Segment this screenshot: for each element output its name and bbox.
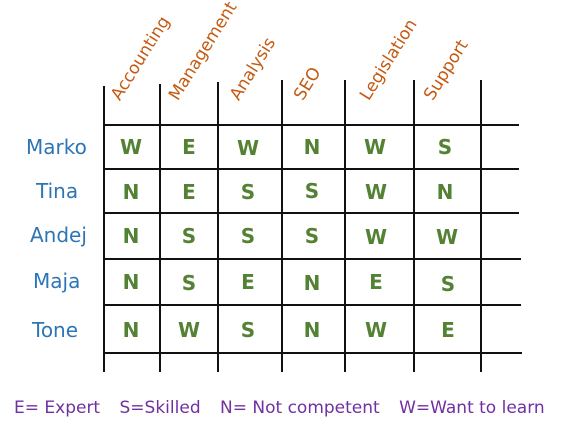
matrix-cell: N [122, 270, 140, 294]
legend-want-to-learn: W=Want to learn [399, 398, 545, 418]
grid-line-h1 [104, 124, 519, 126]
matrix-cell: S [240, 318, 256, 342]
employee-name-andej: Andej [30, 223, 87, 247]
employee-name-tone: Tone [32, 318, 79, 342]
matrix-cell: N [303, 318, 321, 342]
grid-line-h5 [104, 304, 521, 306]
grid-line-v4 [281, 80, 283, 372]
matrix-cell: N [436, 180, 454, 204]
grid-line-h6 [104, 352, 522, 354]
matrix-cell: S [440, 272, 456, 296]
matrix-cell: E [182, 180, 196, 204]
legend-skilled: S=Skilled [119, 398, 201, 418]
legend-expert: E= Expert [14, 398, 101, 418]
grid-line-v5 [344, 80, 346, 372]
matrix-cell: E [241, 270, 255, 294]
matrix-cell: W [236, 136, 260, 160]
employee-name-tina: Tina [36, 179, 79, 203]
matrix-cell: S [304, 224, 320, 248]
grid-line-v2 [159, 84, 161, 372]
skill-header-accounting: Accounting [107, 12, 175, 105]
matrix-cell: S [304, 179, 320, 203]
matrix-cell: N [303, 271, 321, 295]
matrix-cell: W [177, 318, 201, 342]
matrix-cell: N [303, 135, 321, 159]
grid-line-h2 [104, 168, 519, 170]
matrix-cell: E [182, 135, 196, 159]
grid-line-h3 [104, 212, 519, 214]
matrix-cell: W [119, 135, 143, 159]
skill-header-support: Support [420, 36, 473, 104]
matrix-cell: E [369, 270, 383, 294]
matrix-cell: W [364, 180, 388, 204]
matrix-cell: S [437, 135, 453, 159]
matrix-cell: W [435, 225, 459, 249]
skill-header-analysis: Analysis [226, 33, 281, 104]
matrix-cell: W [364, 318, 388, 342]
employee-name-marko: Marko [26, 135, 87, 159]
skill-header-seo: SEO [290, 63, 326, 104]
matrix-cell: N [122, 224, 140, 248]
matrix-cell: W [364, 225, 388, 249]
grid-line-v3 [217, 82, 219, 372]
matrix-cell: S [240, 224, 256, 248]
matrix-cell: N [122, 318, 140, 342]
legend: E= Expert S=Skilled N= Not competent W=W… [14, 398, 559, 418]
matrix-cell: E [441, 318, 455, 342]
matrix-cell: S [181, 224, 197, 248]
matrix-cell: S [181, 271, 197, 295]
legend-not-competent: N= Not competent [220, 398, 380, 418]
grid-line-h4 [104, 258, 521, 260]
matrix-cell: W [363, 135, 387, 159]
grid-line-v6 [413, 80, 415, 372]
matrix-cell: N [122, 180, 140, 204]
employee-name-maja: Maja [33, 269, 81, 293]
matrix-cell: S [240, 180, 256, 204]
skill-header-legislation: Legislation [356, 15, 422, 104]
grid-line-v7 [480, 80, 482, 372]
grid-line-v1 [103, 86, 105, 372]
